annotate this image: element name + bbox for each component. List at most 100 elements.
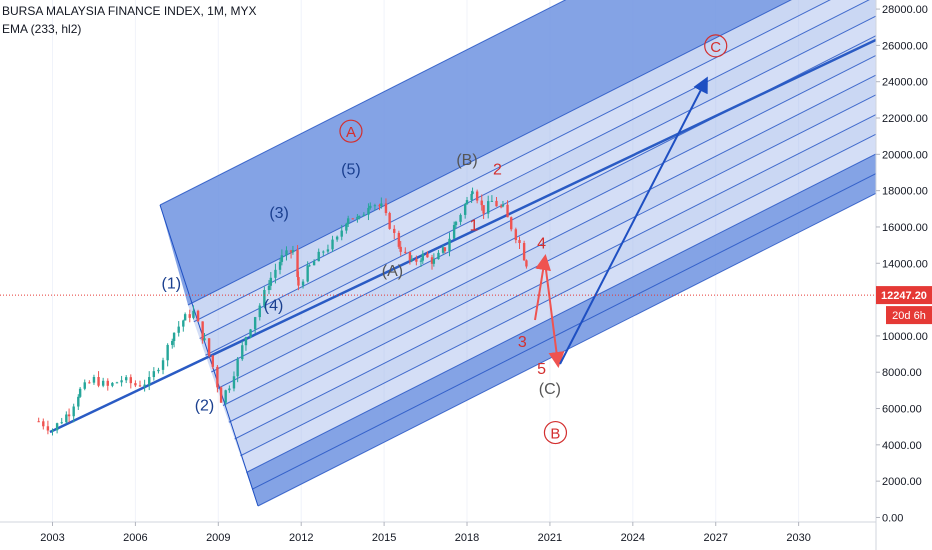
price-badge-value: 12247.20	[881, 290, 927, 302]
candle-body	[399, 246, 402, 252]
circled-wave-marker	[339, 119, 363, 143]
countdown-badge-bg	[886, 306, 932, 325]
y-tick-label: 18000.00	[882, 186, 928, 198]
channel-line	[193, 0, 831, 323]
candle-body	[249, 329, 252, 338]
pitchfork-channel	[49, 0, 876, 507]
candle-body	[301, 281, 305, 286]
candle-body	[267, 285, 271, 290]
candle-body	[378, 205, 381, 207]
candle-body	[228, 388, 231, 391]
candle-body	[384, 203, 388, 214]
candle-body	[345, 223, 348, 231]
candle-body	[326, 249, 330, 252]
circled-wave-marker	[704, 34, 728, 58]
candle-body	[97, 376, 100, 386]
candle-body	[499, 206, 503, 208]
channel-band	[211, 35, 876, 389]
candle-body	[306, 265, 309, 282]
candle-body	[269, 277, 273, 286]
y-axis: 28000.00 26000.00 24000.00 22000.00 20000.00…	[876, 4, 928, 524]
x-tick-label: 2030	[786, 532, 810, 544]
candle-body	[65, 414, 68, 423]
candle-body	[46, 426, 50, 431]
channel-line	[187, 0, 792, 306]
x-tick-label: 2006	[123, 532, 147, 544]
candle-body	[373, 205, 377, 207]
wave-label-grey: (B)	[456, 152, 477, 169]
channel-band	[246, 153, 876, 490]
candle-body	[471, 191, 474, 194]
candle-body	[419, 260, 423, 262]
arrow-wave-c	[559, 76, 708, 365]
y-tick-label: 22000.00	[882, 113, 928, 125]
candle-body	[437, 252, 440, 260]
candle-body	[42, 421, 45, 427]
channel-band	[160, 0, 791, 305]
candle-body	[331, 239, 334, 250]
wave-label-red: 4	[537, 236, 546, 253]
candle-body	[161, 360, 165, 370]
wave-label-red: 5	[537, 361, 546, 378]
candle-body	[312, 261, 316, 266]
candle-body	[124, 377, 128, 381]
candle-body	[490, 200, 494, 202]
x-tick-label: 2021	[538, 532, 562, 544]
candle-body	[421, 253, 425, 261]
candle-body	[177, 326, 180, 333]
channel-band	[234, 114, 876, 456]
candle-body	[55, 423, 59, 431]
candle-body	[432, 259, 436, 264]
x-tick-label: 2015	[372, 532, 396, 544]
candle-body	[522, 243, 526, 261]
candle-body	[335, 236, 339, 240]
y-tick-label: 14000.00	[882, 258, 928, 270]
candle-body	[241, 345, 244, 360]
candle-body	[278, 261, 282, 270]
candle-body	[475, 191, 479, 201]
arrow-wave-4	[534, 254, 551, 321]
candle-body	[211, 355, 214, 367]
candle-body	[60, 422, 63, 424]
candle-body	[410, 259, 413, 261]
y-tick-label: 16000.00	[882, 222, 928, 234]
candle-body	[152, 371, 156, 378]
price-badge: 12247.20 20d 6h	[876, 286, 932, 325]
candle-body	[138, 385, 142, 387]
candle-body	[51, 430, 54, 432]
wave-label-red: 2	[493, 161, 502, 178]
y-tick-label: 0.00	[882, 512, 903, 524]
y-tick-label: 8000.00	[882, 367, 922, 379]
candle-body	[388, 213, 391, 229]
wave-label-blue: (4)	[264, 297, 284, 314]
candle-body	[495, 200, 498, 207]
candle-body	[317, 251, 320, 262]
candle-body	[308, 265, 311, 267]
candle-body	[501, 204, 505, 207]
candle-body	[148, 377, 151, 385]
candle-body	[143, 384, 146, 387]
price-candles	[37, 187, 528, 436]
candle-body	[482, 205, 485, 214]
channel-line	[251, 173, 876, 490]
channel-band	[252, 173, 876, 506]
candle-body	[201, 321, 204, 341]
candle-body	[134, 383, 137, 386]
candle-body	[78, 388, 82, 397]
wave-label-grey: (C)	[539, 381, 561, 398]
x-tick-label: 2009	[206, 532, 230, 544]
candle-body	[77, 396, 80, 407]
wave-label-blue: (2)	[195, 397, 215, 414]
channel-line	[222, 74, 876, 406]
candle-body	[83, 382, 86, 389]
candle-body	[480, 200, 483, 206]
y-tick-label: 20000.00	[882, 149, 928, 161]
candle-body	[367, 207, 370, 215]
y-tick-label: 2000.00	[882, 476, 922, 488]
y-tick-label: 10000.00	[882, 331, 928, 343]
circled-wave-label: C	[710, 39, 721, 56]
channel-band	[223, 75, 876, 423]
candle-body	[115, 382, 119, 384]
candle-body	[426, 253, 429, 258]
